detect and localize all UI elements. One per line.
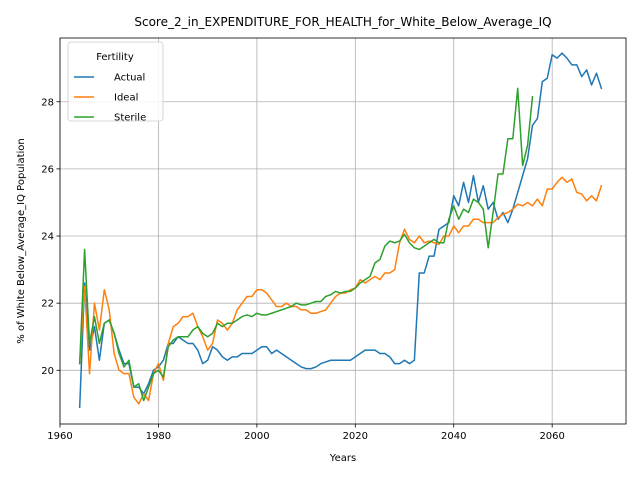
y-tick-label: 22 — [41, 299, 54, 310]
x-tick-label: 2060 — [539, 431, 564, 442]
legend-label-ideal: Ideal — [114, 93, 138, 104]
y-axis: 20 22 24 26 28 — [41, 97, 60, 377]
chart-title: Score_2_in_EXPENDITURE_FOR_HEALTH_for_Wh… — [134, 15, 551, 29]
legend: Fertility Actual Ideal Sterile — [67, 41, 164, 124]
x-tick-label: 1980 — [146, 431, 171, 442]
x-axis-label: Years — [329, 453, 356, 464]
y-tick-label: 20 — [41, 366, 54, 377]
x-tick-label: 2000 — [244, 431, 269, 442]
grid-lines — [59, 38, 626, 424]
series-layer — [78, 52, 603, 408]
plot-frame — [59, 37, 627, 425]
y-tick-label: 26 — [41, 164, 54, 175]
series-line-actual — [78, 52, 603, 408]
x-tick-label: 2020 — [343, 431, 368, 442]
x-axis: 1960 1980 2000 2020 2040 2060 — [47, 424, 565, 442]
legend-box — [67, 41, 164, 122]
y-tick-label: 24 — [41, 232, 54, 243]
legend-label-sterile: Sterile — [114, 113, 146, 124]
y-tick-label: 28 — [41, 97, 54, 108]
y-axis-label: % of White Below_Average_IQ Population — [16, 138, 27, 343]
legend-entries: Actual Ideal Sterile — [74, 73, 146, 124]
x-tick-label: 2040 — [441, 431, 466, 442]
legend-title: Fertility — [96, 52, 134, 63]
x-tick-label: 1960 — [47, 431, 72, 442]
legend-label-actual: Actual — [114, 73, 145, 84]
series-line-sterile — [78, 87, 534, 402]
